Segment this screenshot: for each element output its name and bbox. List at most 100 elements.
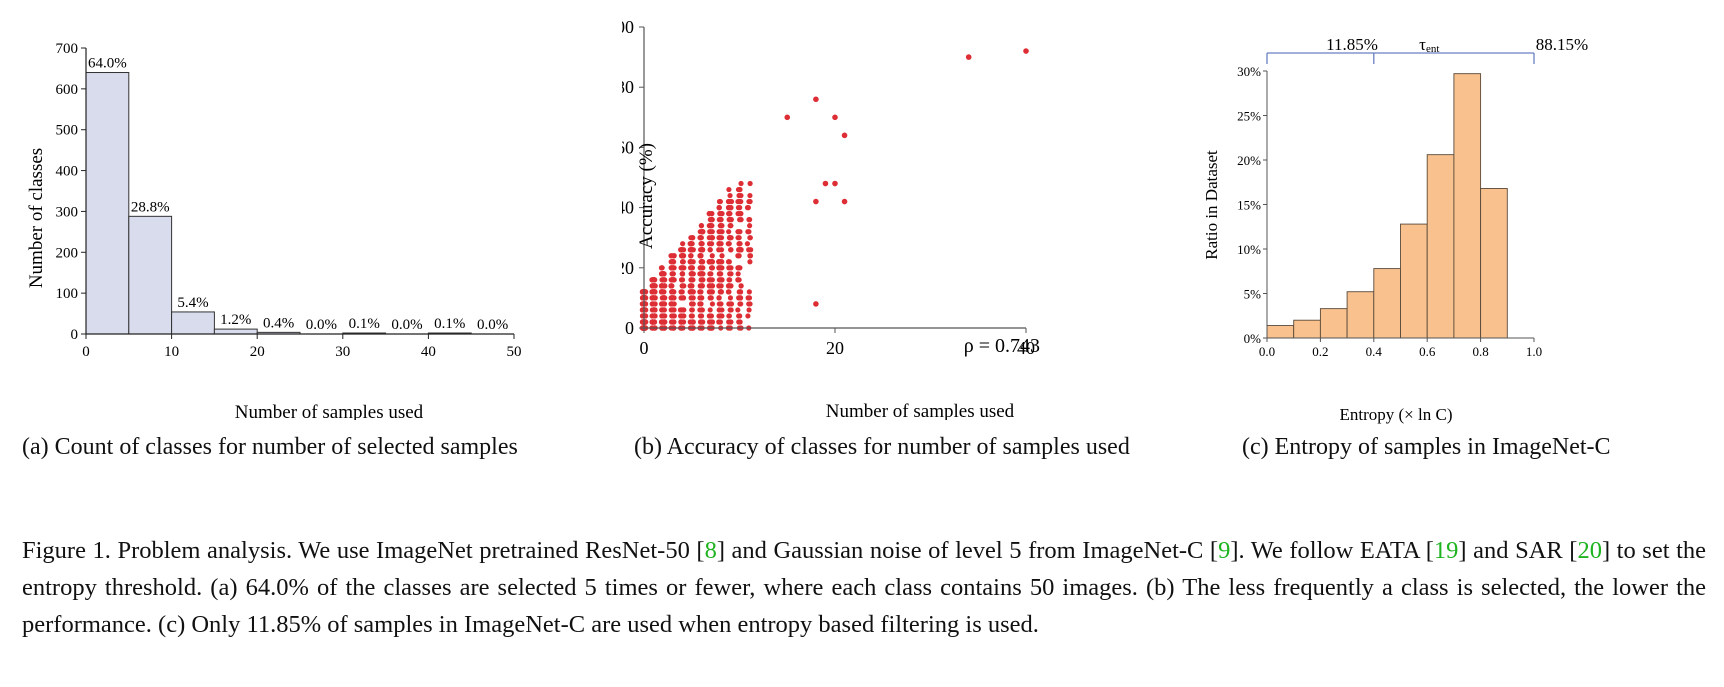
b-point <box>737 211 743 217</box>
b-point <box>689 271 695 277</box>
b-point <box>680 295 687 301</box>
a-bar-label: 0.0% <box>306 317 337 333</box>
c-ytick-label: 0% <box>1244 331 1262 346</box>
a-xtick-label: 50 <box>507 344 522 360</box>
c-left-label: 11.85% <box>1326 35 1378 54</box>
citation-link-8[interactable]: 8 <box>704 537 717 564</box>
b-point <box>737 295 744 301</box>
b-point <box>735 277 741 283</box>
b-point <box>709 223 715 229</box>
b-point <box>649 319 656 325</box>
b-point <box>736 192 742 199</box>
b-point <box>689 265 695 271</box>
b-point <box>670 301 676 307</box>
b-point <box>652 283 658 289</box>
b-point <box>698 301 704 307</box>
b-point <box>735 271 741 277</box>
b-point <box>671 307 677 313</box>
a-ytick-label: 600 <box>56 82 79 98</box>
b-point <box>661 319 667 325</box>
b-point <box>746 307 752 313</box>
b-point <box>726 283 732 289</box>
b-point <box>669 265 675 271</box>
subcaption-b: (b) Accuracy of classes for number of sa… <box>634 434 1130 460</box>
b-point <box>678 289 684 295</box>
b-point <box>719 307 725 313</box>
b-point <box>697 295 703 301</box>
citation-link-20[interactable]: 20 <box>1577 537 1602 564</box>
b-point <box>716 247 722 253</box>
b-point <box>832 180 838 187</box>
b-point <box>726 198 733 205</box>
b-point <box>709 259 716 265</box>
b-point <box>688 277 694 283</box>
c-xtick-label: 0.4 <box>1366 344 1383 359</box>
b-point <box>661 301 667 307</box>
a-ytick-label: 500 <box>56 123 79 139</box>
b-point <box>736 265 742 271</box>
b-point <box>717 319 723 325</box>
b-point <box>661 307 667 313</box>
b-point <box>965 54 972 60</box>
b-point <box>679 283 685 289</box>
b-point <box>717 265 723 271</box>
b-point <box>747 223 753 229</box>
b-point <box>747 192 753 199</box>
b-point <box>746 289 752 295</box>
b-point <box>841 198 848 205</box>
b-point <box>813 198 819 205</box>
a-xtick-label: 0 <box>82 344 90 360</box>
a-xlabel: Number of samples used <box>235 402 424 420</box>
b-point <box>709 253 715 259</box>
citation-link-19[interactable]: 19 <box>1433 537 1459 564</box>
b-point <box>661 295 667 301</box>
b-point <box>728 247 734 253</box>
b-point <box>717 211 723 217</box>
b-point <box>698 313 704 319</box>
b-point <box>719 277 725 283</box>
b-point <box>728 205 734 211</box>
b-point <box>700 265 706 271</box>
c-ytick-label: 20% <box>1237 153 1261 168</box>
b-point <box>669 295 675 301</box>
b-point <box>832 114 838 121</box>
b-point <box>709 301 716 307</box>
b-point <box>688 241 694 247</box>
a-ytick-label: 0 <box>71 327 79 343</box>
a-xtick-label: 40 <box>421 344 436 360</box>
c-bar <box>1453 73 1482 339</box>
a-bar-label: 0.1% <box>349 316 380 332</box>
c-ytick-label: 15% <box>1237 198 1261 213</box>
b-point <box>727 307 733 313</box>
b-point <box>747 259 753 265</box>
c-bar <box>1426 154 1455 339</box>
b-point <box>737 289 744 295</box>
b-point <box>736 241 743 247</box>
b-point <box>689 295 695 301</box>
b-point <box>726 319 732 325</box>
b-point <box>841 132 848 139</box>
citation-link-9[interactable]: 9 <box>1218 537 1231 564</box>
b-point <box>698 319 704 325</box>
b-point <box>726 241 732 247</box>
b-point <box>649 301 655 307</box>
b-point <box>708 319 715 325</box>
b-point <box>662 283 668 289</box>
b-point <box>735 229 741 235</box>
caption-text-4: ] and SAR [ <box>1458 537 1578 564</box>
b-point <box>716 283 722 289</box>
a-bar <box>171 311 215 335</box>
b-point <box>707 313 714 319</box>
b-point <box>669 271 675 277</box>
b-point <box>659 313 665 319</box>
b-point <box>784 114 791 121</box>
a-bar-label: 0.4% <box>263 315 294 331</box>
b-point <box>688 253 694 259</box>
b-point <box>688 235 694 241</box>
b-point <box>735 253 741 259</box>
b-point <box>746 301 752 307</box>
caption-text-1: Figure 1. Problem analysis. We use Image… <box>22 537 705 564</box>
b-point <box>671 313 677 319</box>
b-point <box>738 247 744 253</box>
b-ytick-label: 80 <box>622 77 634 97</box>
